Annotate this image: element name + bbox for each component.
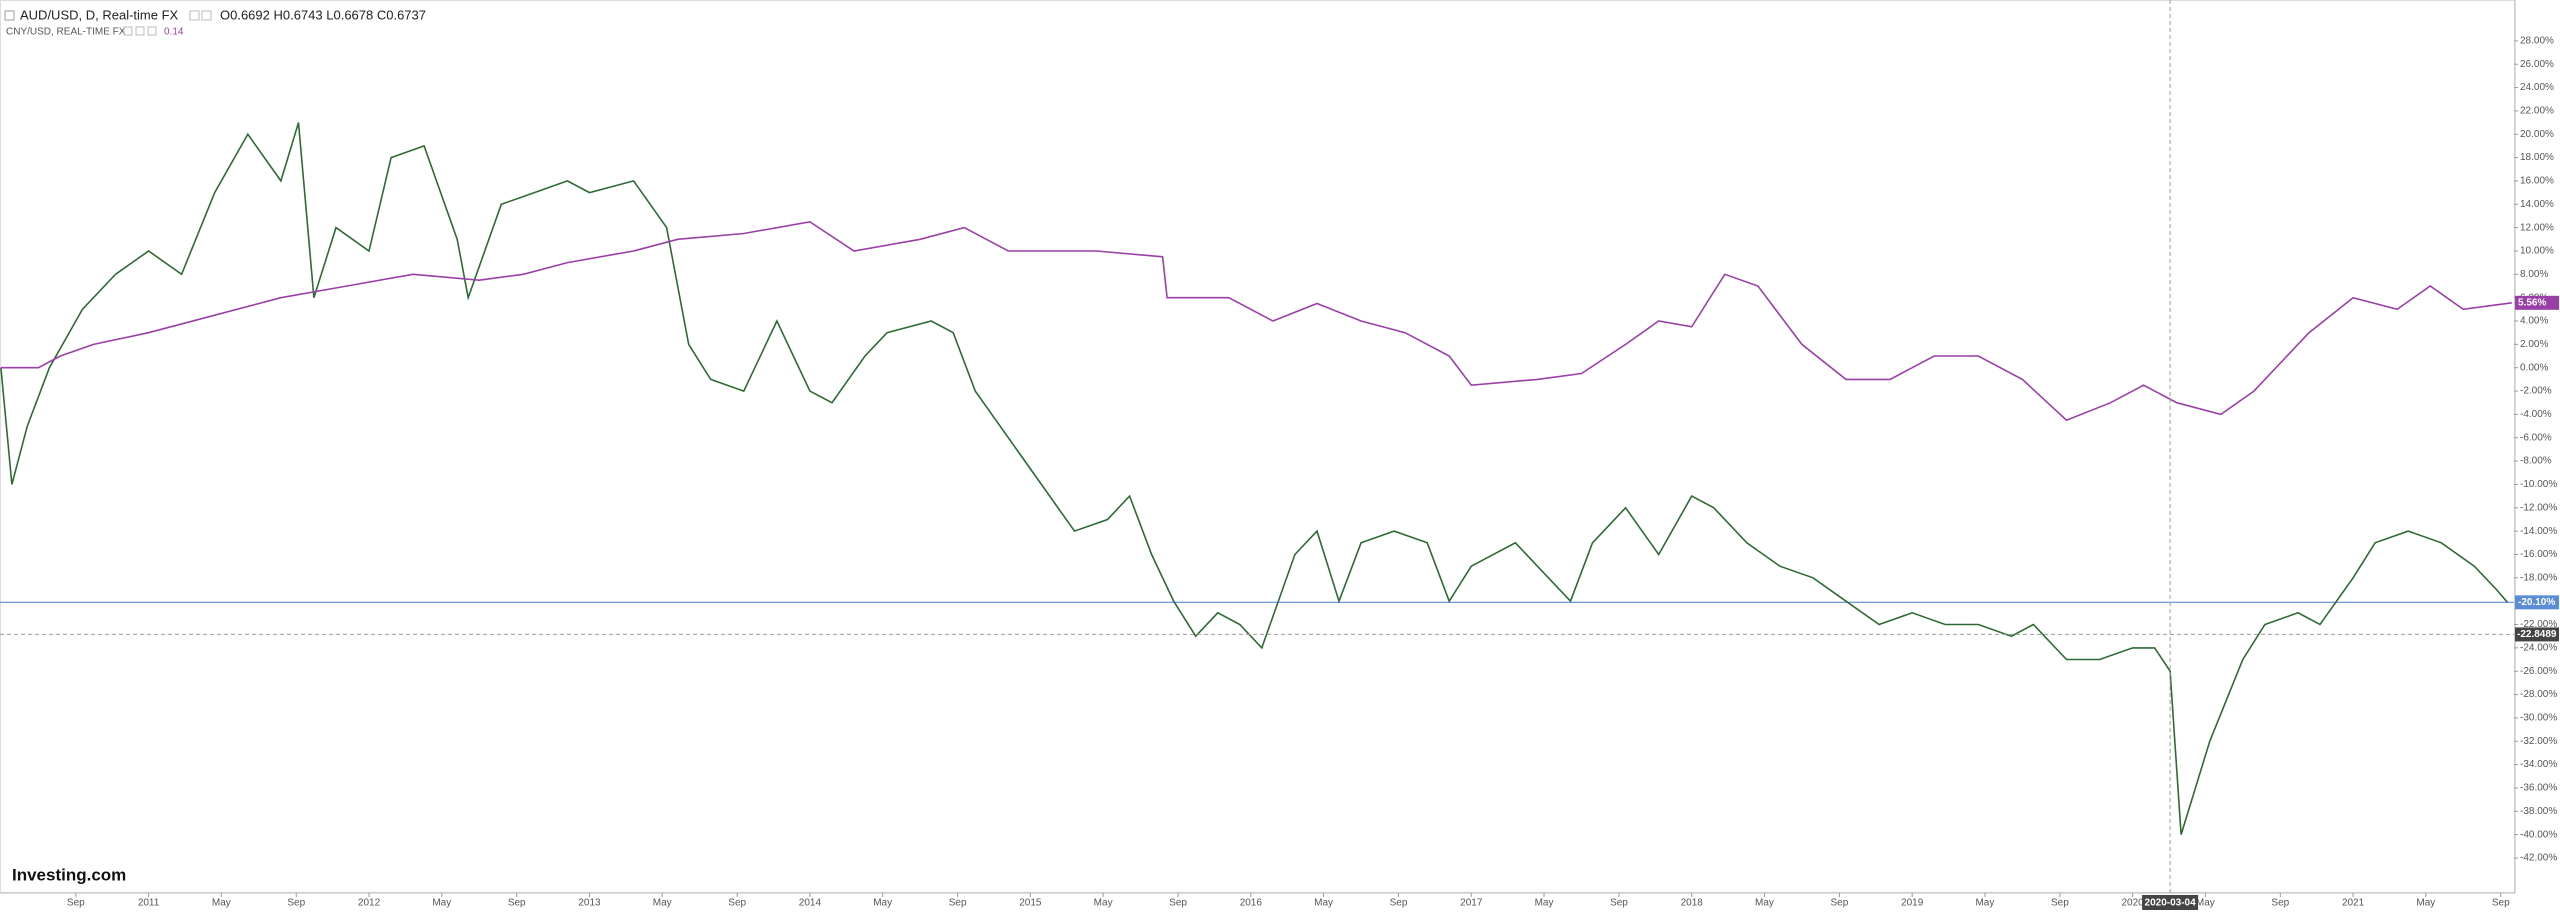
last-value-tag	[2515, 595, 2559, 610]
y-tick-label: -18.00%	[2520, 572, 2557, 583]
last-value-label: -20.10%	[2518, 597, 2555, 608]
crosshair-x-label: 2020-03-04	[2145, 898, 2197, 909]
x-tick-label: 2013	[578, 898, 601, 909]
x-tick-label: 2011	[138, 898, 160, 909]
x-tick-label: Sep	[2492, 898, 2510, 909]
y-tick-label: 28.00%	[2520, 35, 2554, 46]
collapse-icon[interactable]	[4, 10, 15, 21]
x-tick-label: 2016	[1240, 898, 1263, 909]
x-tick-label: Sep	[508, 898, 526, 909]
x-tick-label: May	[1535, 898, 1554, 909]
y-tick-label: 4.00%	[2520, 316, 2548, 327]
x-tick-label: Sep	[1610, 898, 1628, 909]
x-tick-label: May	[2416, 898, 2435, 909]
y-tick-label: 16.00%	[2520, 176, 2554, 187]
y-tick-label: 2.00%	[2520, 339, 2548, 350]
last-value-tag	[2515, 295, 2559, 310]
y-tick-label: 20.00%	[2520, 129, 2554, 140]
compare-icon[interactable]	[123, 26, 133, 36]
x-tick-label: Sep	[2051, 898, 2069, 909]
y-tick-label: -34.00%	[2520, 759, 2557, 770]
compare-icon[interactable]	[147, 26, 157, 36]
y-tick-label: -14.00%	[2520, 526, 2557, 537]
y-tick-label: -32.00%	[2520, 736, 2557, 747]
y-tick-label: -24.00%	[2520, 643, 2557, 654]
y-tick-label: 10.00%	[2520, 246, 2554, 257]
x-tick-label: May	[653, 898, 672, 909]
x-tick-label: May	[1975, 898, 1994, 909]
crosshair-y-label: -22.8489	[2517, 629, 2557, 640]
y-tick-label: 22.00%	[2520, 106, 2554, 117]
symbol: AUD/USD, D, Real-time FX	[20, 7, 179, 22]
y-tick-label: -10.00%	[2520, 479, 2557, 490]
x-tick-label: 2012	[358, 898, 381, 909]
x-tick-label: Sep	[728, 898, 746, 909]
x-tick-label: Sep	[1169, 898, 1187, 909]
crosshair-x-tag	[2142, 895, 2199, 910]
y-tick-label: 14.00%	[2520, 199, 2554, 210]
compare-value: 0.14	[164, 27, 184, 38]
series-line	[0, 220, 2512, 422]
x-tick-label: May	[873, 898, 892, 909]
x-tick-label: 2019	[1901, 898, 1924, 909]
x-tick-label: May	[1755, 898, 1774, 909]
x-tick-label: Sep	[67, 898, 85, 909]
y-tick-label: -6.00%	[2520, 432, 2552, 443]
x-tick-label: May	[1094, 898, 1113, 909]
compare-symbol: CNY/USD, REAL-TIME FX	[6, 27, 126, 38]
x-tick-label: May	[2196, 898, 2215, 909]
x-tick-label: May	[212, 898, 231, 909]
ohlc: O0.6692 H0.6743 L0.6678 C0.6737	[220, 7, 426, 22]
x-tick-label: 2021	[2342, 898, 2365, 909]
y-tick-label: 18.00%	[2520, 152, 2554, 163]
y-tick-label: -42.00%	[2520, 853, 2557, 864]
y-tick-label: -28.00%	[2520, 689, 2557, 700]
x-tick-label: 2020	[2121, 898, 2144, 909]
y-tick-label: 26.00%	[2520, 59, 2554, 70]
y-tick-label: 0.00%	[2520, 362, 2548, 373]
x-tick-label: 2014	[799, 898, 822, 909]
x-tick-label: Sep	[287, 898, 305, 909]
y-tick-label: 12.00%	[2520, 222, 2554, 233]
plot-frame	[0, 0, 2515, 893]
logo: Investing.com	[12, 865, 126, 884]
x-tick-label: Sep	[2271, 898, 2289, 909]
x-tick-label: 2017	[1460, 898, 1483, 909]
y-tick-label: -8.00%	[2520, 456, 2552, 467]
last-value-label: 5.56%	[2518, 297, 2546, 308]
compare-icon[interactable]	[135, 26, 145, 36]
x-tick-label: Sep	[949, 898, 967, 909]
x-tick-label: 2018	[1681, 898, 1704, 909]
x-tick-label: May	[432, 898, 451, 909]
y-tick-label: -22.00%	[2520, 619, 2557, 630]
y-tick-label: -26.00%	[2520, 666, 2557, 677]
x-tick-label: Sep	[1390, 898, 1408, 909]
y-tick-label: -4.00%	[2520, 409, 2552, 420]
y-tick-label: 24.00%	[2520, 82, 2554, 93]
y-tick-label: 8.00%	[2520, 269, 2548, 280]
settings-icon[interactable]	[189, 10, 200, 21]
y-tick-label: -16.00%	[2520, 549, 2557, 560]
y-tick-label: -36.00%	[2520, 783, 2557, 794]
crosshair-y-tag	[2515, 627, 2559, 642]
y-tick-label: -30.00%	[2520, 713, 2557, 724]
y-tick-label: -12.00%	[2520, 502, 2557, 513]
y-tick-label: -40.00%	[2520, 829, 2557, 840]
close-icon[interactable]	[201, 10, 212, 21]
x-tick-label: May	[1314, 898, 1333, 909]
series-line	[0, 122, 2509, 835]
x-tick-label: 2015	[1019, 898, 1042, 909]
x-tick-label: Sep	[1831, 898, 1849, 909]
y-tick-label: -38.00%	[2520, 806, 2557, 817]
y-tick-label: -2.00%	[2520, 386, 2552, 397]
